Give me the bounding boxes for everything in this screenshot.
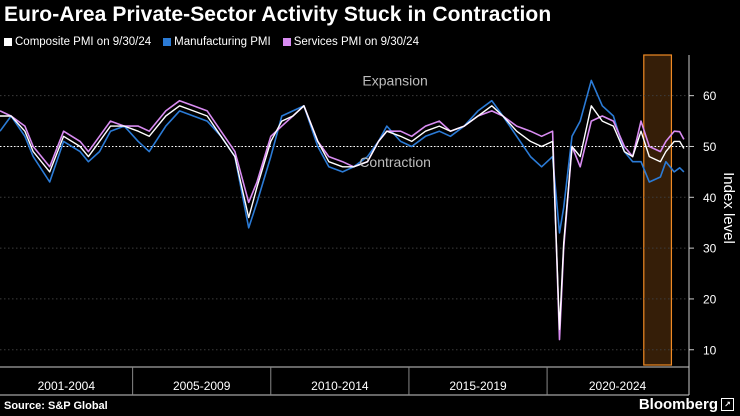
x-period-label-1: 2005-2009 xyxy=(173,379,231,393)
source-note: Source: S&P Global xyxy=(4,400,108,412)
legend-item-composite: Composite PMI on 9/30/24 xyxy=(4,36,151,48)
legend-label-services: Services PMI on 9/30/24 xyxy=(293,36,419,48)
chart-legend: Composite PMI on 9/30/24 Manufacturing P… xyxy=(4,36,419,48)
y-tick-label-60: 60 xyxy=(703,89,717,103)
y-tick-label-10: 10 xyxy=(703,343,717,357)
y-tick-label-50: 50 xyxy=(703,140,717,154)
legend-item-services: Services PMI on 9/30/24 xyxy=(282,36,419,48)
x-period-label-3: 2015-2019 xyxy=(449,379,507,393)
y-tick-label-20: 20 xyxy=(703,292,717,306)
brand-mark-icon: ↗ xyxy=(721,398,734,411)
legend-swatch-services xyxy=(282,38,291,46)
brand-logo: Bloomberg ↗ xyxy=(639,396,734,413)
y-tick-label-40: 40 xyxy=(703,191,717,205)
y-axis-title: Index level xyxy=(720,172,737,244)
highlight-region xyxy=(643,54,673,366)
series-line-composite-pmi-on-9-30-24 xyxy=(0,105,685,331)
y-tick-label-30: 30 xyxy=(703,242,717,256)
legend-label-composite: Composite PMI on 9/30/24 xyxy=(15,36,152,48)
x-period-label-4: 2020-2024 xyxy=(589,379,647,393)
x-period-label-2: 2010-2014 xyxy=(311,379,369,393)
legend-swatch-manufacturing xyxy=(163,38,172,46)
legend-item-manufacturing: Manufacturing PMI xyxy=(163,36,271,48)
x-period-label-0: 2001-2004 xyxy=(38,379,96,393)
legend-label-manufacturing: Manufacturing PMI xyxy=(174,36,271,48)
annotation-contraction: Contraction xyxy=(359,154,431,170)
chart-title: Euro-Area Private-Sector Activity Stuck … xyxy=(4,3,552,26)
brand-name: Bloomberg xyxy=(638,396,718,413)
legend-swatch-composite xyxy=(4,38,12,46)
annotation-expansion: Expansion xyxy=(362,72,427,88)
series-line-manufacturing-pmi xyxy=(0,79,685,234)
